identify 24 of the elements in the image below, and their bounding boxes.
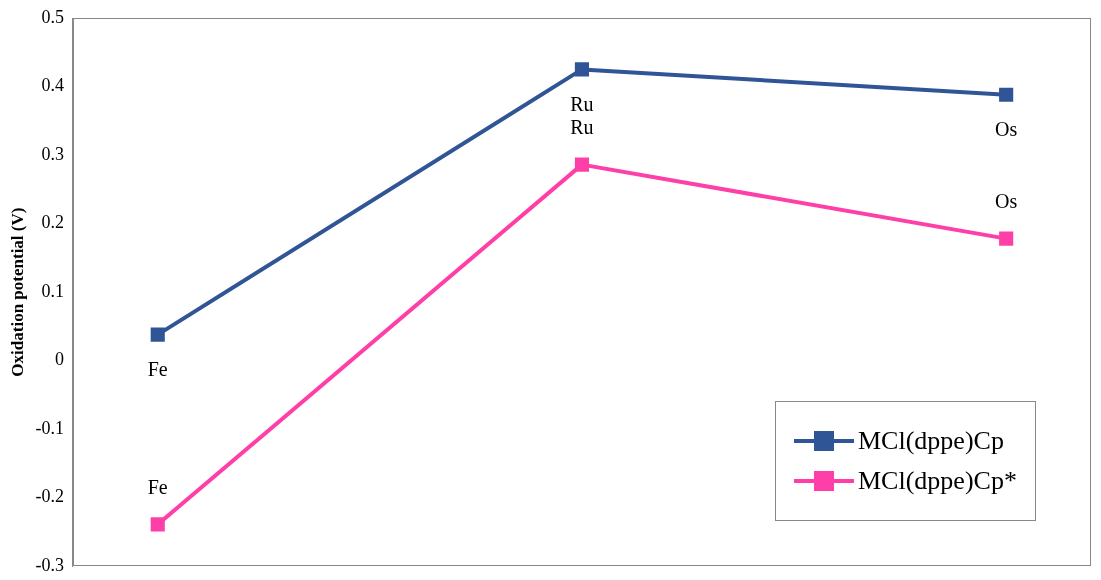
point xyxy=(999,231,1014,246)
y-tick-label: 0.4 xyxy=(41,75,64,96)
legend-label: MCl(dppe)Cp xyxy=(858,426,1004,457)
y-tick-label: -0.1 xyxy=(35,417,64,438)
y-tick-label: 0.2 xyxy=(41,212,64,233)
annotation: Fe xyxy=(147,475,168,498)
y-tick-label: 0.5 xyxy=(41,6,64,27)
point xyxy=(999,87,1014,102)
point xyxy=(150,327,165,342)
annotation: Os xyxy=(995,118,1018,140)
annotation: Fe xyxy=(147,357,168,380)
annotation: Ru xyxy=(570,92,594,115)
y-tick-label: 0 xyxy=(54,349,64,370)
y-tick-label: 0.3 xyxy=(41,143,64,164)
y-tick-label: 0.1 xyxy=(41,280,64,301)
point xyxy=(574,62,590,77)
y-axis-title: Oxidation potential (V) xyxy=(7,207,27,377)
legend-label: MCl(dppe)Cp* xyxy=(858,466,1017,497)
annotation: Os xyxy=(995,189,1018,212)
y-tick-label: -0.3 xyxy=(35,554,64,575)
point xyxy=(150,517,165,532)
annotation: Ru xyxy=(570,115,594,138)
y-tick-label: -0.2 xyxy=(35,486,64,507)
point xyxy=(574,157,590,172)
